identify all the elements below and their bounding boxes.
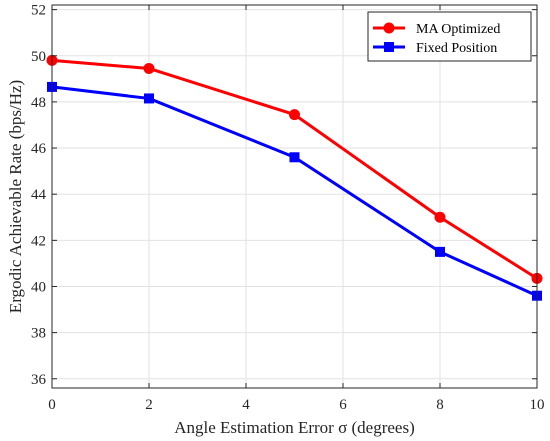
y-tick-label: 42 bbox=[31, 233, 46, 249]
x-tick-label: 0 bbox=[48, 397, 56, 413]
data-point-fixed-position bbox=[144, 93, 154, 104]
data-point-ma-optimized bbox=[289, 109, 300, 121]
legend-marker-ma-optimized bbox=[383, 22, 395, 34]
y-tick-label: 44 bbox=[31, 187, 47, 203]
data-point-ma-optimized bbox=[434, 211, 446, 223]
y-tick-label: 50 bbox=[31, 49, 46, 65]
legend-box bbox=[367, 11, 532, 62]
y-tick-label: 48 bbox=[31, 95, 46, 111]
y-tick-label: 52 bbox=[31, 3, 46, 19]
x-tick-labels: 0 2 4 6 8 10 bbox=[48, 397, 544, 413]
x-tick-label: 8 bbox=[436, 397, 444, 413]
x-tick-label: 6 bbox=[339, 397, 347, 413]
plot-frame bbox=[51, 4, 538, 389]
legend-marker-fixed-position bbox=[384, 42, 394, 52]
data-point-ma-optimized bbox=[143, 62, 155, 74]
legend-label-ma-optimized: MA Optimized bbox=[416, 22, 500, 37]
legend: MA Optimized Fixed Position bbox=[367, 11, 532, 62]
y-tick-label: 38 bbox=[31, 326, 46, 342]
y-tick-label: 40 bbox=[31, 279, 46, 295]
y-tick-label: 46 bbox=[31, 141, 47, 157]
plot-area bbox=[52, 5, 537, 388]
data-point-fixed-position bbox=[289, 152, 300, 163]
y-tick-labels: 36 38 40 42 44 46 48 50 52 bbox=[31, 3, 47, 388]
x-tick-label: 10 bbox=[530, 397, 545, 413]
x-tick-label: 2 bbox=[145, 397, 153, 413]
y-tick-label: 36 bbox=[31, 372, 47, 388]
x-tick-label: 4 bbox=[242, 397, 250, 413]
legend-label-fixed-position: Fixed Position bbox=[416, 41, 497, 56]
data-point-fixed-position bbox=[435, 246, 445, 257]
y-axis-title: Ergodic Achievable Rate (bps/Hz) bbox=[6, 80, 25, 313]
axis-ticks bbox=[51, 5, 538, 388]
x-axis-title: Angle Estimation Error σ (degrees) bbox=[174, 418, 414, 437]
